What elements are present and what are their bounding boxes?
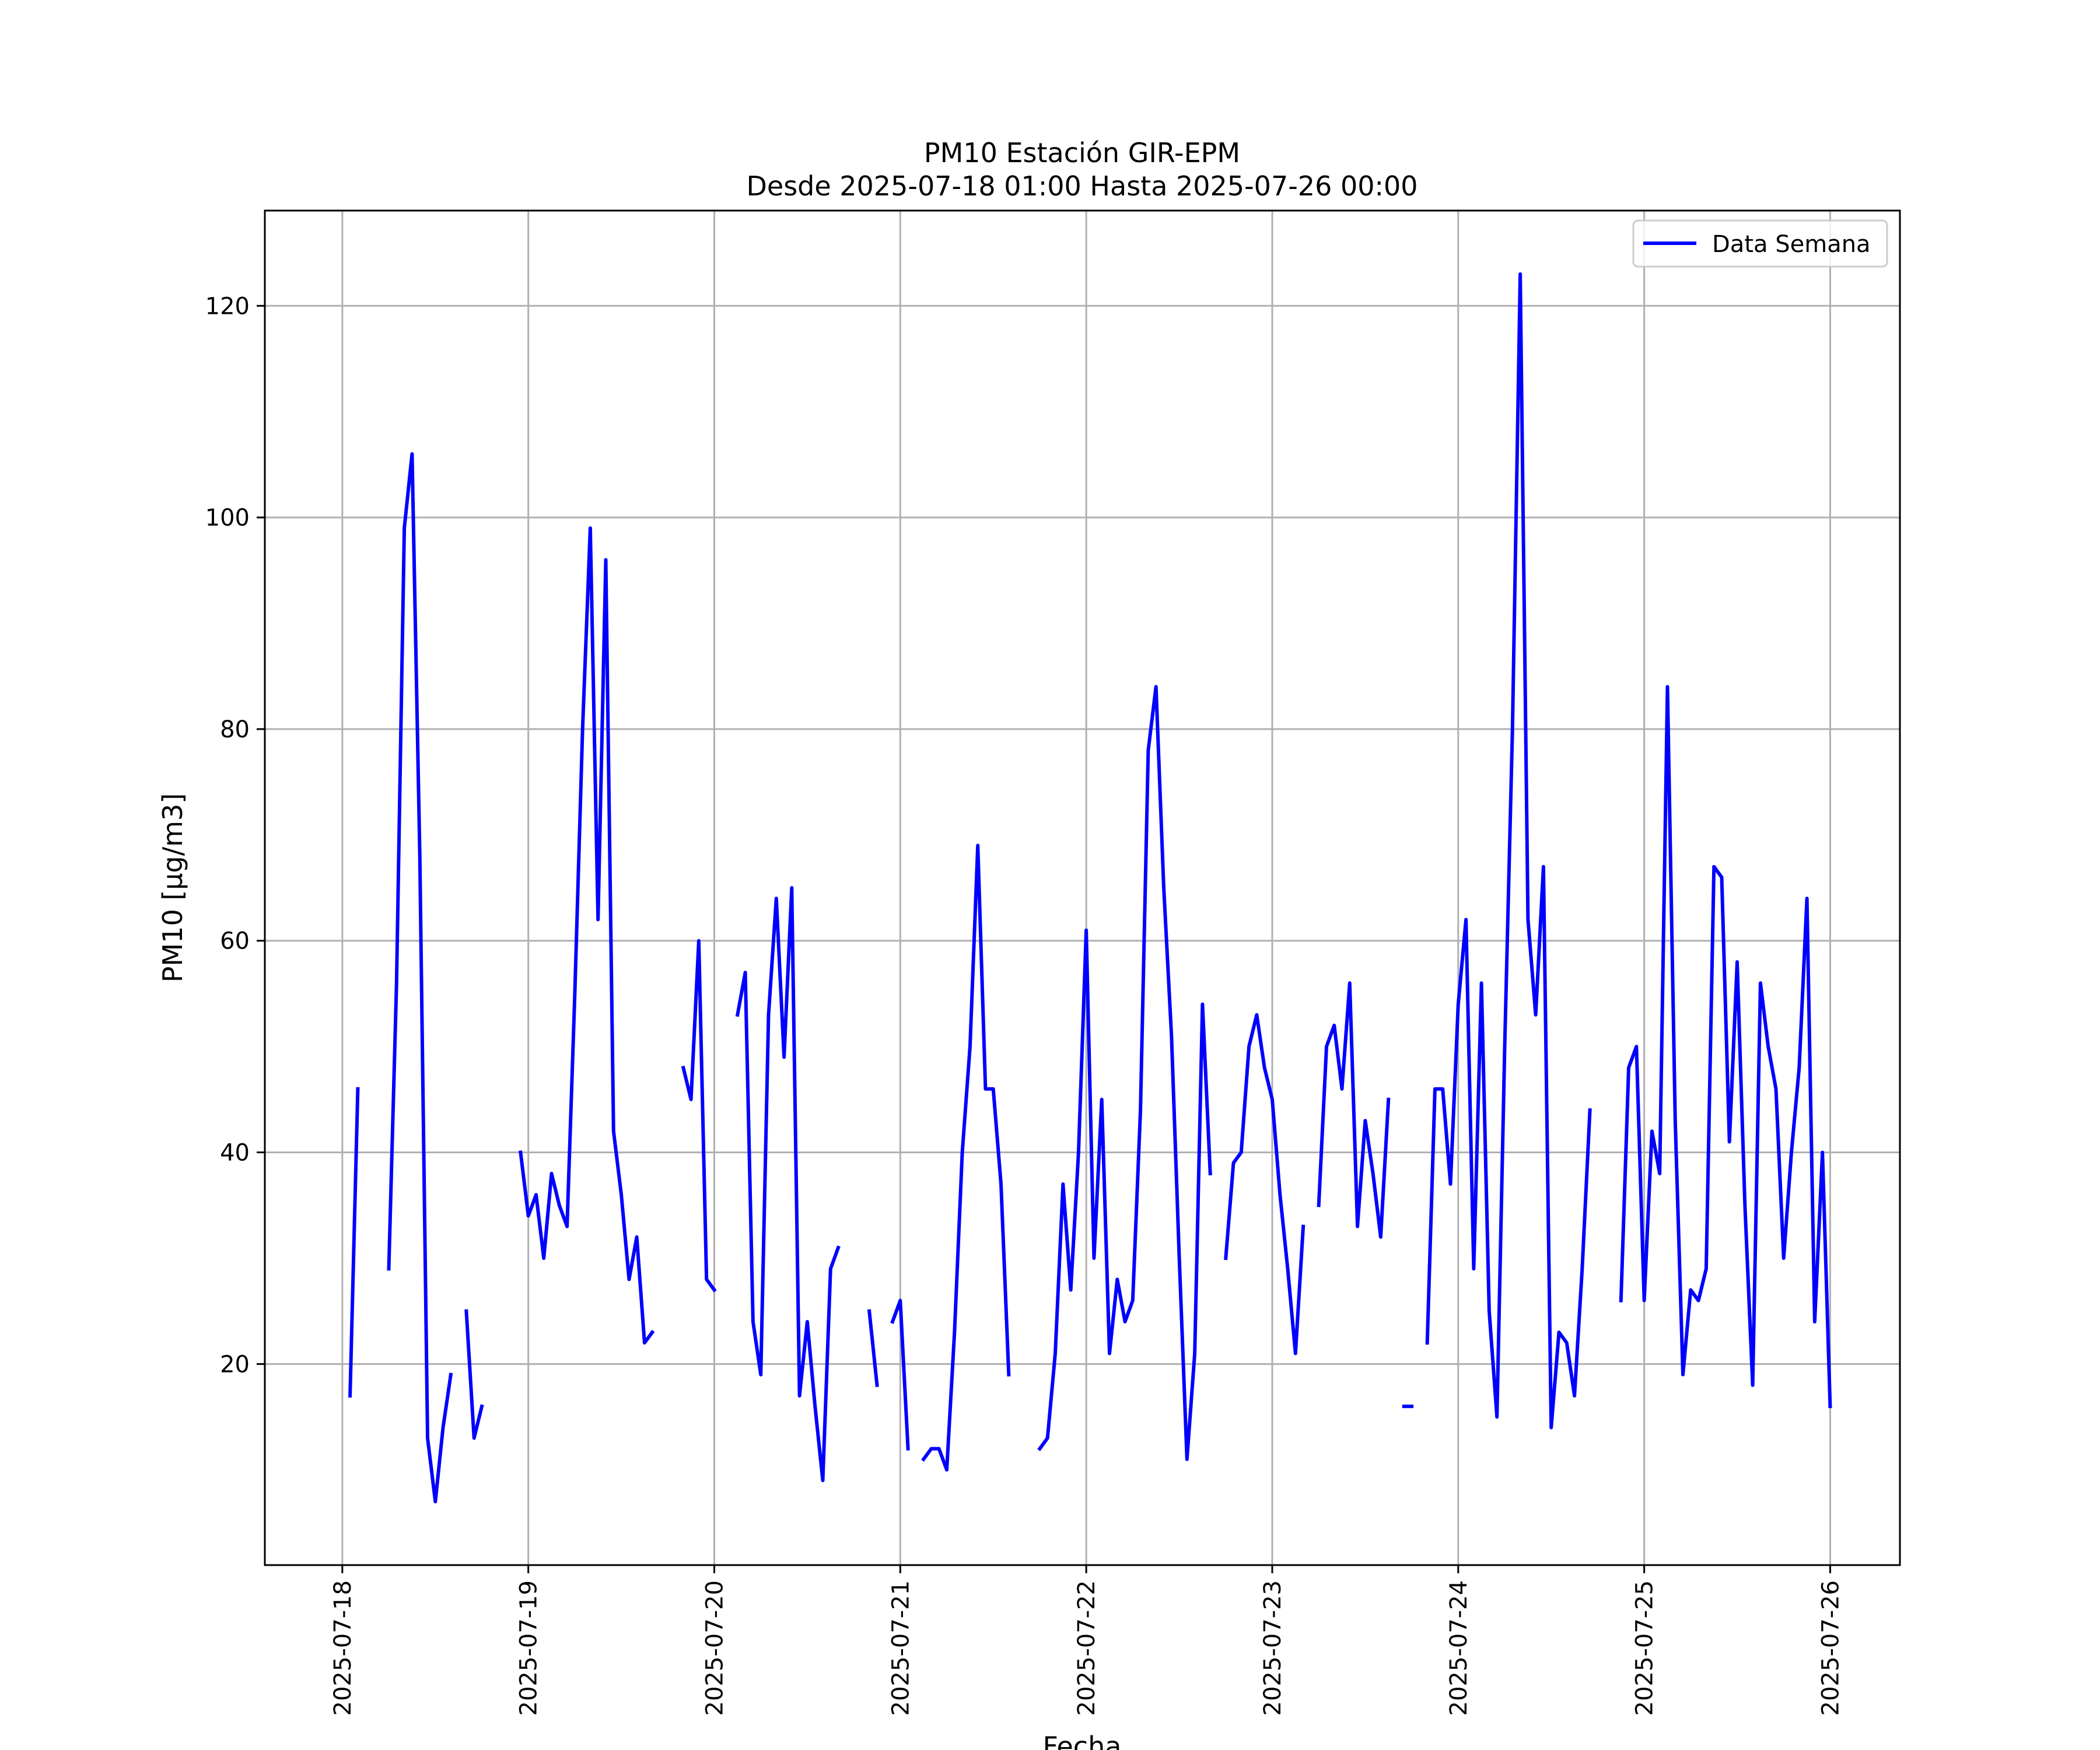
series-line-segment xyxy=(1224,1013,1306,1356)
x-tick-label: 2025-07-19 xyxy=(516,1580,542,1716)
legend: Data Semana xyxy=(1632,219,1888,268)
chart-subtitle: Desde 2025-07-18 01:00 Hasta 2025-07-26 … xyxy=(746,170,1418,202)
plot-frame xyxy=(264,209,1901,1566)
y-tick-label: 120 xyxy=(205,293,250,320)
series-line-segment xyxy=(1317,981,1391,1239)
y-axis-label: PM10 [μg/m3] xyxy=(157,793,188,983)
x-tick-label: 2025-07-21 xyxy=(887,1580,914,1716)
grid-layer xyxy=(265,211,1900,1565)
y-tick-label: 40 xyxy=(220,1140,250,1167)
x-tick-label: 2025-07-18 xyxy=(330,1580,356,1716)
series-line-segment xyxy=(348,1087,360,1398)
x-tick-label: 2025-07-20 xyxy=(701,1580,728,1716)
x-axis-label: Fecha xyxy=(1043,1731,1122,1750)
series-line-segment xyxy=(735,886,841,1482)
x-tick-label: 2025-07-22 xyxy=(1073,1580,1100,1716)
series-line-segment xyxy=(1037,685,1212,1461)
series-line-segment xyxy=(867,1309,879,1387)
legend-box xyxy=(1632,219,1888,268)
y-tick-label: 100 xyxy=(205,505,250,531)
chart-title: PM10 Estación GIR-EPM xyxy=(924,137,1240,169)
y-tick-label: 20 xyxy=(220,1351,250,1378)
series-layer xyxy=(348,272,1832,1504)
series-line-segment xyxy=(1425,272,1592,1430)
series-line-segment xyxy=(1619,685,1832,1408)
x-tick-label: 2025-07-24 xyxy=(1446,1580,1472,1716)
series-line-segment xyxy=(464,1309,484,1440)
series-line-segment xyxy=(387,452,453,1504)
y-tick-label: 80 xyxy=(220,716,250,743)
x-tick-label: 2025-07-25 xyxy=(1632,1580,1658,1716)
series-line-segment xyxy=(890,1298,910,1451)
y-tick-label: 60 xyxy=(220,928,250,955)
series-line-segment xyxy=(519,526,655,1345)
series-line-segment xyxy=(921,844,1011,1472)
x-tick-label: 2025-07-26 xyxy=(1817,1580,1844,1716)
series-line-segment xyxy=(681,939,717,1293)
x-tick-label: 2025-07-23 xyxy=(1259,1580,1286,1716)
tick-layer: 2025-07-18 2025-07-19 2025-07-20 2025-07-21… xyxy=(205,293,1845,1716)
legend-label: Data Semana xyxy=(1712,231,1871,258)
